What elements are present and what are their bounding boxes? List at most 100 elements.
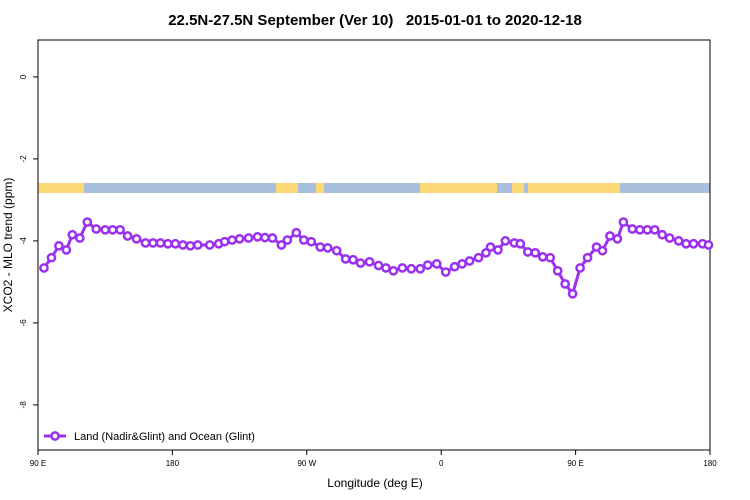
data-point xyxy=(530,247,541,258)
data-point xyxy=(612,234,623,244)
land-band xyxy=(512,183,524,193)
land-band xyxy=(420,183,497,193)
data-point xyxy=(234,234,245,244)
x-axis-label: Longitude (deg E) xyxy=(327,476,422,490)
data-point xyxy=(131,234,142,244)
data-point xyxy=(322,243,333,253)
x-tick-label: 90 W xyxy=(297,459,316,468)
data-point xyxy=(243,233,254,243)
plot-frame xyxy=(37,39,711,451)
data-point xyxy=(627,224,638,234)
data-point xyxy=(340,254,351,264)
data-point xyxy=(306,236,317,247)
data-point xyxy=(440,267,451,277)
data-point xyxy=(170,238,181,249)
data-point xyxy=(567,288,578,299)
data-point xyxy=(657,229,668,240)
land-band xyxy=(528,183,620,193)
data-point xyxy=(642,224,653,235)
data-point xyxy=(140,238,151,248)
chart-title: 22.5N-27.5N September (Ver 10) 2015-01-0… xyxy=(168,12,582,29)
y-tick-label: -8 xyxy=(19,401,28,409)
data-point xyxy=(688,238,699,249)
data-point xyxy=(649,224,660,235)
land-ocean-strip xyxy=(38,183,710,193)
x-tick-label: 90 E xyxy=(567,459,583,468)
land-band xyxy=(38,183,84,193)
data-point xyxy=(91,224,102,234)
x-tick-label: 0 xyxy=(439,459,444,468)
data-point xyxy=(100,224,111,235)
data-point xyxy=(575,263,585,273)
data-point xyxy=(46,252,57,263)
y-tick-label: 0 xyxy=(19,74,28,79)
data-point xyxy=(618,217,629,227)
data-point xyxy=(298,235,309,245)
data-point xyxy=(185,240,196,251)
data-point xyxy=(178,240,188,250)
x-tick-label: 90 E xyxy=(30,459,46,468)
data-point xyxy=(464,256,475,266)
data-point xyxy=(67,229,78,240)
data-point xyxy=(163,238,173,249)
y-tick-label: -4 xyxy=(19,237,28,245)
data-point xyxy=(107,224,118,235)
data-point xyxy=(192,240,203,250)
data-point xyxy=(219,236,230,247)
data-point xyxy=(54,240,64,251)
y-axis-label: XCO2 - MLO trend (ppm) xyxy=(1,178,15,313)
data-point xyxy=(348,254,358,265)
data-point xyxy=(703,240,714,250)
legend-label: Land (Nadir&Glint) and Ocean (Glint) xyxy=(74,431,255,443)
data-point xyxy=(537,252,548,262)
data-point xyxy=(267,233,278,243)
data-point xyxy=(449,261,460,272)
data-point xyxy=(204,240,215,250)
data-point xyxy=(39,263,49,273)
data-point xyxy=(282,235,293,245)
data-point xyxy=(415,263,426,274)
ocean-band xyxy=(38,183,710,193)
data-point xyxy=(74,233,85,243)
x-tick-label: 180 xyxy=(703,459,717,468)
data-point xyxy=(364,256,375,267)
data-point xyxy=(115,224,125,235)
data-point xyxy=(664,233,675,243)
data-point xyxy=(597,245,608,256)
data-point xyxy=(560,279,570,289)
data-point xyxy=(388,265,399,276)
land-band xyxy=(276,183,298,193)
data-point xyxy=(431,259,442,269)
data-point xyxy=(355,258,366,268)
data-point xyxy=(493,245,503,255)
legend-swatch-marker xyxy=(50,431,60,441)
data-point xyxy=(406,263,417,274)
data-point xyxy=(373,260,384,271)
x-tick-label: 180 xyxy=(166,459,180,468)
data-point xyxy=(522,247,533,257)
data-point xyxy=(457,259,467,269)
data-point xyxy=(634,224,645,235)
data-point xyxy=(673,236,684,246)
data-point xyxy=(473,252,484,263)
data-point xyxy=(582,252,593,263)
data-point xyxy=(500,236,511,246)
data-point xyxy=(681,238,691,249)
data-point xyxy=(148,238,158,248)
data-point xyxy=(82,217,93,227)
data-point xyxy=(397,263,408,273)
data-point xyxy=(605,231,615,241)
data-point xyxy=(485,242,496,252)
data-point xyxy=(381,263,391,273)
data-point xyxy=(331,245,342,256)
data-point xyxy=(545,252,556,263)
data-point xyxy=(61,245,72,255)
data-point xyxy=(515,238,526,249)
land-band xyxy=(316,183,324,193)
data-point xyxy=(227,235,237,245)
data-point xyxy=(252,231,263,242)
data-point xyxy=(155,238,166,248)
data-point xyxy=(552,265,563,276)
y-tick-label: -6 xyxy=(19,319,28,327)
